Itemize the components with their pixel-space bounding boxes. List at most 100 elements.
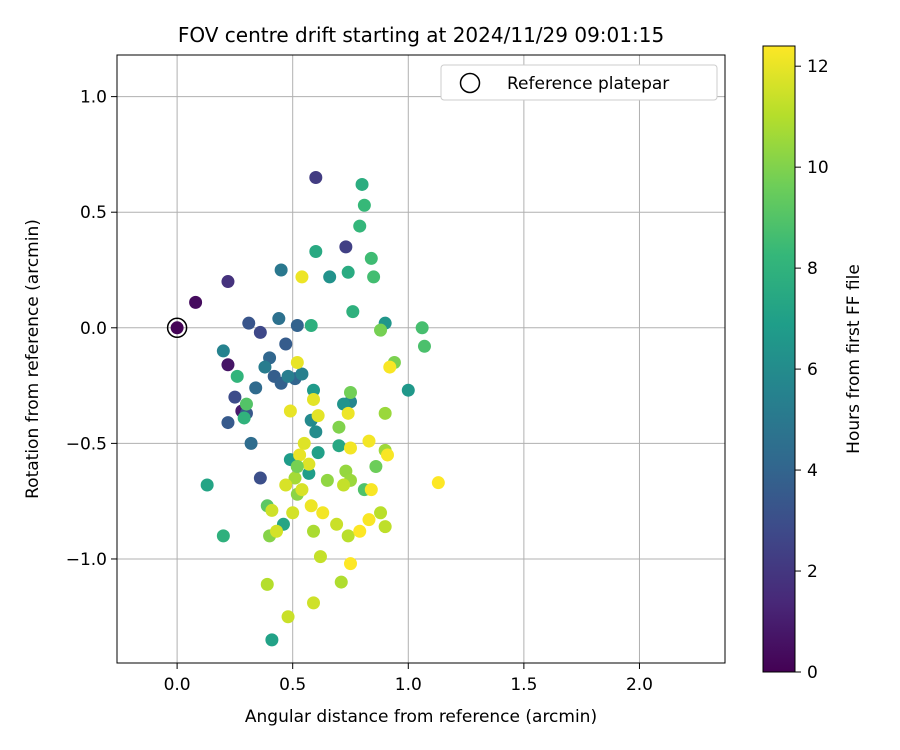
data-point [362,434,376,448]
x-tick-label: 1.0 [395,675,422,695]
data-point [309,171,323,185]
data-point [270,524,284,538]
reference-platepar-marker [166,317,188,339]
data-point [249,381,263,395]
y-tick-label: −1.0 [66,550,107,570]
data-point [221,275,235,289]
data-point [170,321,184,335]
plot-area: 0.0 0.5 1.0 1.5 2.0 −1.0 −0.5 0.0 0.5 1.0 [66,54,726,695]
data-point [337,478,351,492]
data-point [288,471,302,485]
data-point [221,358,235,372]
colorbar-tick-label: 0 [807,663,818,683]
data-point [383,360,397,374]
y-axis-label: Rotation from reference (arcmin) [23,219,43,499]
colorbar-label: Hours from first FF file [844,264,864,454]
data-point [302,466,316,480]
x-tick-label: 2.0 [626,675,653,695]
data-point [316,506,330,520]
data-point [290,459,304,473]
data-point [304,499,318,513]
data-point [355,177,369,191]
data-point [369,459,383,473]
data-point [364,251,378,265]
plot-frame [116,54,726,664]
legend-label-reference: Reference platepar [507,74,669,94]
x-tick-label: 0.0 [164,675,191,695]
y-tick-label: 0.5 [80,203,107,223]
data-point [258,360,272,374]
data-point [343,386,357,400]
data-point [341,406,355,420]
colorbar-tick-label: 12 [807,57,829,77]
data-point [378,520,392,534]
data-point [253,325,267,339]
data-point [353,524,367,538]
y-tick-label: 0.0 [80,319,107,339]
data-point [313,550,327,564]
data-point [279,337,293,351]
data-point [290,355,304,369]
data-point [374,323,388,337]
data-point [265,503,279,517]
data-point [307,383,321,397]
data-point [339,240,353,254]
x-tick-label: 0.5 [279,675,306,695]
data-point [401,383,415,397]
data-point [307,392,321,406]
data-point [307,596,321,610]
data-point [364,483,378,497]
data-points [170,171,445,647]
data-point [200,478,214,492]
legend-marker-reference [459,72,481,94]
colorbar-tick-label: 4 [807,461,818,481]
data-point [357,198,371,212]
data-point [230,369,244,383]
data-point [304,318,318,332]
data-point [281,369,295,383]
data-point [239,397,253,411]
data-point [362,513,376,527]
data-point [311,446,325,460]
plot-background [117,55,725,663]
data-point [242,316,256,330]
data-point [341,265,355,279]
data-point [343,557,357,571]
colorbar: 0 2 4 6 8 10 12 Hours from first FF file [762,45,864,683]
colorbar-tick-label: 10 [807,158,829,178]
data-point [309,425,323,439]
data-point [295,367,309,381]
data-point [253,471,267,485]
data-point [189,295,203,309]
data-point [293,448,307,462]
data-point [216,529,230,543]
data-point [279,478,293,492]
x-axis-label: Angular distance from reference (arcmin) [245,707,597,727]
y-tick-label: 1.0 [80,88,107,108]
legend: Reference platepar [440,64,718,101]
data-point [378,406,392,420]
data-point [334,575,348,589]
data-point [216,344,230,358]
data-point [290,318,304,332]
legend-box [440,64,718,101]
colorbar-tick-label: 6 [807,360,818,380]
colorbar-fill [763,46,795,672]
data-point [353,219,367,233]
data-point [265,633,279,647]
data-point [346,305,360,319]
colorbar-tick-label: 8 [807,259,818,279]
data-point [332,439,346,453]
data-point [343,441,357,455]
data-point [417,339,431,353]
data-point [367,270,381,284]
data-point [309,245,323,259]
reference-marker [166,317,188,339]
data-point [332,420,346,434]
x-axis-ticks: 0.0 0.5 1.0 1.5 2.0 [164,663,653,695]
colorbar-ticks: 0 2 4 6 8 10 12 [795,57,829,683]
data-point [228,390,242,404]
data-point [295,483,309,497]
data-point [297,436,311,450]
data-point [311,409,325,423]
